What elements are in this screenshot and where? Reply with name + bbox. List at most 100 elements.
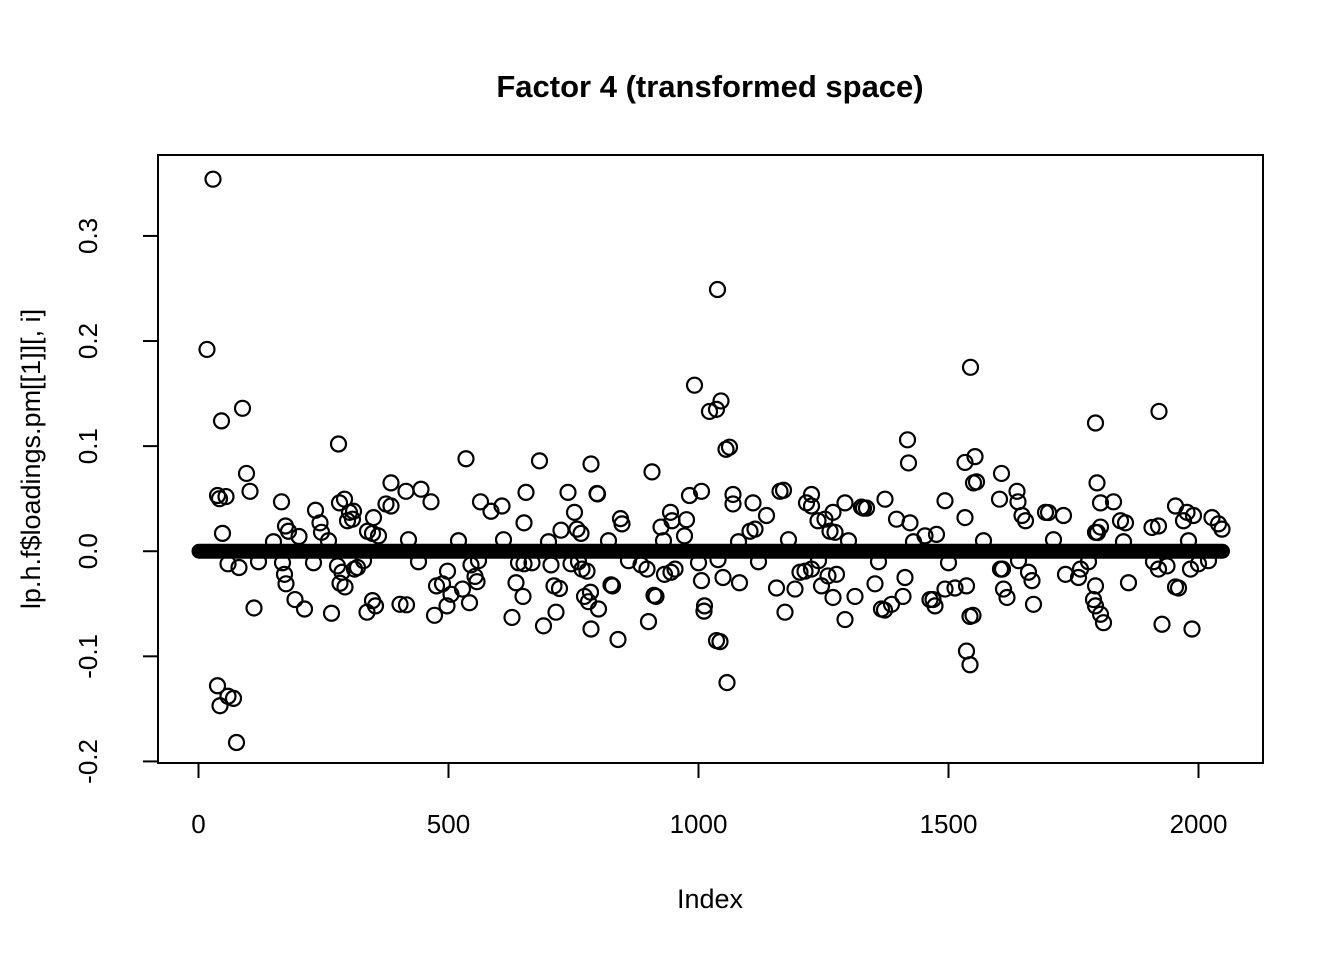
data-point — [776, 603, 794, 621]
data-point — [212, 412, 231, 430]
data-point — [1008, 482, 1026, 500]
data-point — [709, 551, 727, 569]
data-point — [572, 524, 590, 542]
data-point — [468, 573, 486, 591]
data-point — [936, 492, 954, 510]
data-point — [304, 554, 323, 572]
data-point — [966, 448, 984, 466]
data-point — [916, 527, 934, 545]
data-point — [1153, 615, 1171, 633]
data-point — [666, 560, 684, 578]
data-point — [1024, 595, 1043, 613]
data-point — [876, 490, 894, 508]
data-point — [469, 552, 488, 570]
data-point — [272, 493, 291, 511]
data-point — [685, 376, 704, 394]
data-point — [746, 520, 764, 538]
data-point — [1086, 577, 1105, 595]
data-point — [714, 568, 732, 587]
data-point — [1009, 552, 1028, 570]
data-point — [926, 597, 944, 615]
data-point — [550, 579, 569, 598]
data-point — [836, 494, 854, 512]
data-point — [547, 603, 565, 621]
data-point — [866, 575, 884, 593]
data-point — [329, 435, 348, 453]
data-point — [927, 525, 946, 544]
data-point — [1019, 563, 1038, 581]
data-point — [523, 554, 541, 572]
data-point — [1023, 572, 1041, 590]
data-point — [994, 580, 1013, 598]
y-tick-label: 0.1 — [73, 428, 103, 464]
data-point — [939, 554, 958, 572]
data-point — [1013, 506, 1031, 525]
y-tick-label: 0.3 — [73, 218, 103, 254]
data-point — [992, 464, 1011, 483]
x-tick-label: 1000 — [670, 809, 728, 839]
data-point — [707, 400, 726, 418]
data-point — [264, 533, 283, 551]
data-point — [382, 497, 400, 515]
data-point — [1189, 555, 1208, 573]
data-point — [562, 555, 580, 573]
data-point — [249, 553, 268, 571]
x-tick-label: 2000 — [1170, 809, 1228, 839]
data-point — [438, 597, 456, 615]
data-point — [599, 532, 618, 550]
data-point — [898, 431, 917, 449]
data-point — [1158, 557, 1176, 575]
data-point — [894, 587, 912, 606]
data-point — [647, 587, 665, 606]
data-point — [767, 579, 786, 597]
data-point — [1069, 568, 1088, 587]
data-point — [882, 595, 901, 613]
data-point — [711, 633, 729, 651]
data-point — [409, 553, 428, 571]
data-point — [277, 575, 295, 593]
x-axis-label: Index — [677, 884, 744, 914]
data-point — [961, 656, 979, 674]
data-point — [1079, 553, 1098, 571]
data-point — [1091, 605, 1110, 623]
data-point — [718, 673, 736, 692]
data-point — [453, 580, 472, 598]
y-tick-label: -0.2 — [73, 739, 103, 784]
data-point — [515, 555, 533, 573]
data-point — [779, 531, 798, 549]
data-point — [559, 483, 577, 501]
data-point — [896, 568, 914, 587]
data-point — [275, 565, 294, 583]
data-point — [204, 170, 222, 188]
data-point — [578, 562, 596, 580]
data-point — [654, 532, 673, 550]
data-point — [936, 580, 954, 598]
data-point — [290, 527, 308, 546]
chart-title: Factor 4 (transformed space) — [496, 69, 923, 104]
data-point — [677, 511, 696, 529]
data-point — [724, 485, 742, 504]
data-point — [695, 597, 714, 615]
data-point — [1086, 414, 1105, 432]
data-point — [1150, 402, 1168, 421]
data-point — [552, 521, 570, 539]
data-point — [802, 497, 821, 515]
data-point — [208, 486, 227, 505]
data-point — [899, 454, 918, 472]
data-point — [1116, 514, 1135, 532]
data-point — [967, 473, 986, 491]
data-point — [1143, 518, 1161, 537]
data-point — [515, 514, 533, 532]
data-point — [457, 450, 475, 468]
data-point — [675, 527, 694, 545]
data-point — [364, 508, 383, 527]
data-point — [1091, 494, 1110, 512]
data-point — [344, 502, 363, 520]
data-point — [819, 567, 837, 585]
data-point — [507, 574, 525, 592]
data-point — [695, 602, 713, 620]
data-point — [661, 503, 680, 521]
data-point — [1056, 565, 1075, 583]
data-point — [493, 497, 511, 515]
data-point — [824, 588, 842, 607]
